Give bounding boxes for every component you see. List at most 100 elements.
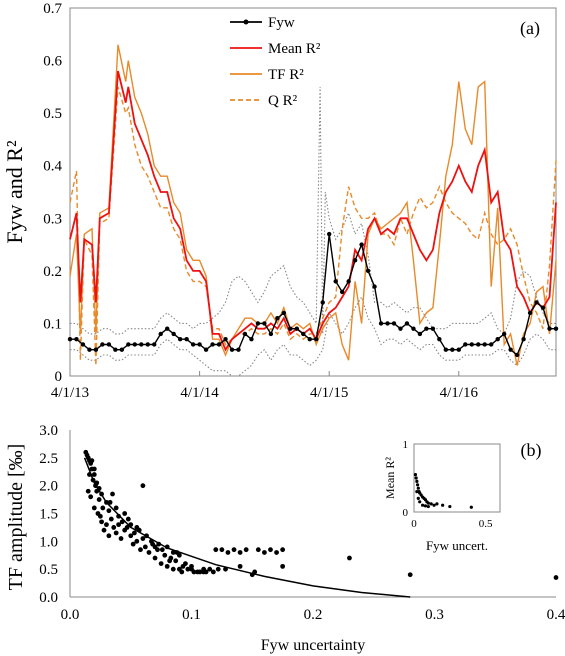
scatter-point (268, 547, 273, 553)
scatter-point (88, 494, 94, 500)
inset-axes: 1 00 0.5 (403, 439, 494, 530)
fyw-point (106, 342, 112, 347)
legend-label: Q R² (268, 93, 298, 109)
fyw-point (398, 326, 403, 331)
y-tick-label: 1.5 (39, 507, 58, 523)
y-tick-label: 0.5 (39, 562, 58, 578)
scatter-point (104, 522, 109, 528)
inset-point (415, 483, 420, 487)
inset-plot-area (413, 473, 473, 509)
scatter-point (118, 536, 124, 541)
panel-a-y-axis: 0 0.1 0.2 0.3 0.4 0.5 0.6 0.7 (43, 1, 62, 385)
fyw-point (320, 300, 325, 305)
fyw-point (411, 326, 416, 331)
panel-a-ylabel: Fyw and R² (2, 140, 27, 244)
scatter-point (219, 547, 225, 553)
fyw-point (514, 352, 520, 358)
fyw-point (171, 331, 176, 337)
x-tick-label: 0.0 (61, 607, 80, 623)
fyw-point (339, 289, 345, 295)
series-line-fyw (70, 234, 556, 357)
y-tick-label: 2.0 (39, 479, 58, 495)
scatter-point (280, 547, 286, 553)
fyw-point (268, 331, 274, 337)
fyw-point (281, 310, 287, 316)
scatter-point (215, 566, 221, 572)
series-line-meanr (69, 70, 557, 352)
scatter-point (197, 569, 203, 575)
scatter-point (138, 547, 143, 553)
fyw-point (93, 347, 99, 352)
panel-a-x-axis: 4/1/13 4/1/14 4/1/15 4/1/16 (51, 371, 478, 401)
fyw-point (547, 326, 552, 331)
fyw-point (463, 342, 468, 347)
fyw-point (249, 337, 254, 342)
panel-b-xlabel: Fyw uncertainty (261, 637, 365, 654)
scatter-point (158, 561, 164, 566)
fyw-point (476, 342, 481, 347)
x-tick-label: 0.3 (425, 607, 444, 623)
series-line-uncertainty-bound (70, 86, 556, 335)
panel-a-legend: Fyw Mean R² TF R² Q R² (230, 15, 321, 109)
panel-b-x-axis: 0.0 0.1 0.2 0.3 0.4 (61, 607, 565, 623)
fyw-point (372, 284, 377, 289)
scatter-point (225, 550, 231, 555)
scatter-point (140, 536, 146, 541)
inset-point (423, 504, 428, 508)
scatter-point (96, 497, 102, 502)
fyw-point (437, 337, 442, 342)
series-line-uncertainty-bound (70, 295, 556, 377)
fyw-point (275, 315, 280, 321)
scatter-point (553, 575, 559, 580)
x-tick-label: 4/1/13 (51, 385, 89, 401)
fyw-point (262, 321, 267, 326)
scatter-point (213, 547, 219, 553)
fyw-point (87, 347, 92, 352)
fyw-point (229, 347, 235, 352)
inset-x-tick-label: 0 (411, 518, 417, 530)
fyw-point (443, 347, 449, 352)
inset-point (432, 503, 436, 507)
scatter-point (89, 458, 95, 464)
fyw-point (508, 347, 513, 352)
inset-point (416, 486, 420, 490)
fyw-point (203, 347, 209, 352)
fyw-point (327, 231, 332, 237)
x-tick-label: 0.4 (547, 607, 565, 623)
fyw-point (145, 342, 150, 347)
fyw-point (352, 258, 358, 263)
scatter-point (116, 522, 121, 528)
fyw-point (424, 326, 429, 331)
scatter-point (108, 516, 114, 522)
inset-point (469, 505, 473, 509)
y-tick-label: 0.4 (43, 159, 62, 175)
series-line-qr (69, 86, 557, 366)
fyw-point (294, 326, 299, 331)
fyw-point (236, 347, 241, 352)
scatter-point (179, 569, 185, 575)
fyw-point (378, 321, 384, 326)
inset-frame (413, 443, 501, 513)
scatter-point (146, 550, 152, 555)
inset-point (426, 501, 430, 505)
fyw-point (391, 321, 397, 326)
scatter-point (280, 563, 286, 569)
scatter-point (159, 547, 165, 553)
fyw-point (119, 347, 125, 352)
panel-a-frame (69, 7, 557, 377)
inset-point (435, 502, 439, 506)
fyw-point (456, 347, 461, 352)
fyw-point (527, 310, 533, 316)
panel-b-plot-area (83, 449, 559, 598)
series-line-tfr (69, 44, 557, 366)
scatter-point (125, 516, 131, 522)
scatter-point (347, 555, 352, 561)
scatter-point (110, 491, 115, 497)
fyw-point (210, 342, 215, 347)
scatter-point (122, 511, 128, 516)
inset-point (415, 479, 419, 483)
x-tick-label: 0.1 (182, 607, 201, 623)
scatter-point (97, 513, 103, 519)
inset-point (448, 504, 452, 509)
legend-label: Fyw (268, 15, 295, 31)
